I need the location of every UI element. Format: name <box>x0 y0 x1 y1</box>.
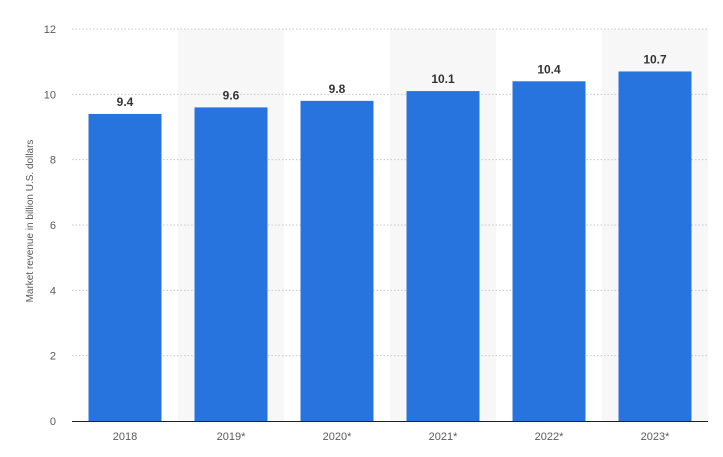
value-label: 9.6 <box>223 88 240 102</box>
bar-2022*[interactable] <box>512 81 586 422</box>
value-label: 9.4 <box>117 95 134 109</box>
bar-2020*[interactable] <box>300 100 374 421</box>
y-tick-label: 4 <box>50 285 56 297</box>
x-tick-label: 2018 <box>113 431 137 443</box>
y-axis-title: Market revenue in billion U.S. dollars <box>25 140 36 303</box>
bar-2023*[interactable] <box>618 71 692 421</box>
bar-2019*[interactable] <box>194 107 268 422</box>
y-tick-label: 12 <box>44 24 56 36</box>
x-tick-label: 2021* <box>429 431 458 443</box>
y-tick-label: 10 <box>44 89 56 101</box>
value-labels: 9.4 9.6 9.8 10.1 10.4 10.7 <box>117 52 667 108</box>
y-tick-labels: 0 2 4 6 8 10 12 <box>44 24 56 428</box>
x-tick-label: 2020* <box>323 431 352 443</box>
x-tick-label: 2019* <box>217 431 246 443</box>
x-tick-labels: 2018 2019* 2020* 2021* 2022* 2023* <box>113 431 670 443</box>
y-tick-label: 0 <box>50 416 56 428</box>
y-tick-label: 2 <box>50 351 56 363</box>
value-label: 9.8 <box>329 82 346 96</box>
bar-2018[interactable] <box>88 113 162 421</box>
x-tick-label: 2022* <box>535 431 564 443</box>
x-tick-label: 2023* <box>641 431 670 443</box>
value-label: 10.7 <box>643 52 667 66</box>
value-label: 10.1 <box>431 72 455 86</box>
gridlines <box>72 28 708 357</box>
value-label: 10.4 <box>537 62 561 76</box>
y-tick-label: 6 <box>50 220 56 232</box>
bar-2021*[interactable] <box>406 91 480 422</box>
bars <box>88 71 692 422</box>
y-tick-label: 8 <box>50 155 56 167</box>
